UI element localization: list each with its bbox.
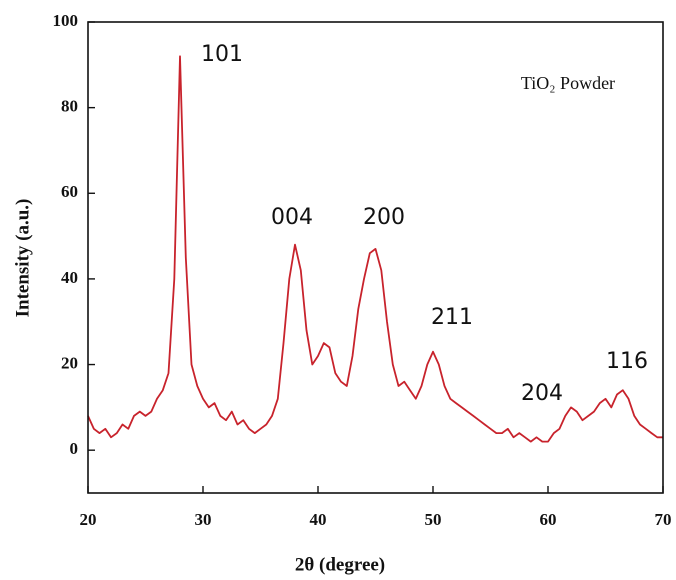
y-tick-label: 60 [61, 182, 78, 201]
x-tick-label: 70 [655, 510, 672, 529]
legend-label: TiO₂ Powder [521, 73, 615, 93]
x-axis-label: 2θ (degree) [295, 554, 385, 575]
y-tick-label: 20 [61, 353, 78, 372]
peak-annotation: 116 [606, 349, 648, 374]
peak-annotation: 211 [431, 305, 473, 330]
y-tick-label: 80 [61, 97, 78, 116]
y-tick-label: 100 [53, 11, 79, 30]
x-tick-label: 20 [80, 510, 97, 529]
x-tick-label: 40 [310, 510, 327, 529]
x-tick-label: 60 [540, 510, 557, 529]
x-tick-label: 30 [195, 510, 212, 529]
peak-annotation: 101 [201, 42, 243, 67]
data-line [87, 55, 663, 443]
y-tick-label: 40 [61, 268, 78, 287]
y-axis-label: Intensity (a.u.) [12, 199, 33, 318]
peak-annotation: 204 [521, 381, 563, 406]
plot-frame [87, 21, 664, 494]
x-tick-label: 50 [425, 510, 442, 529]
peak-annotation: 200 [363, 205, 405, 230]
peak-annotation: 004 [271, 205, 313, 230]
y-tick-label: 0 [70, 439, 79, 458]
